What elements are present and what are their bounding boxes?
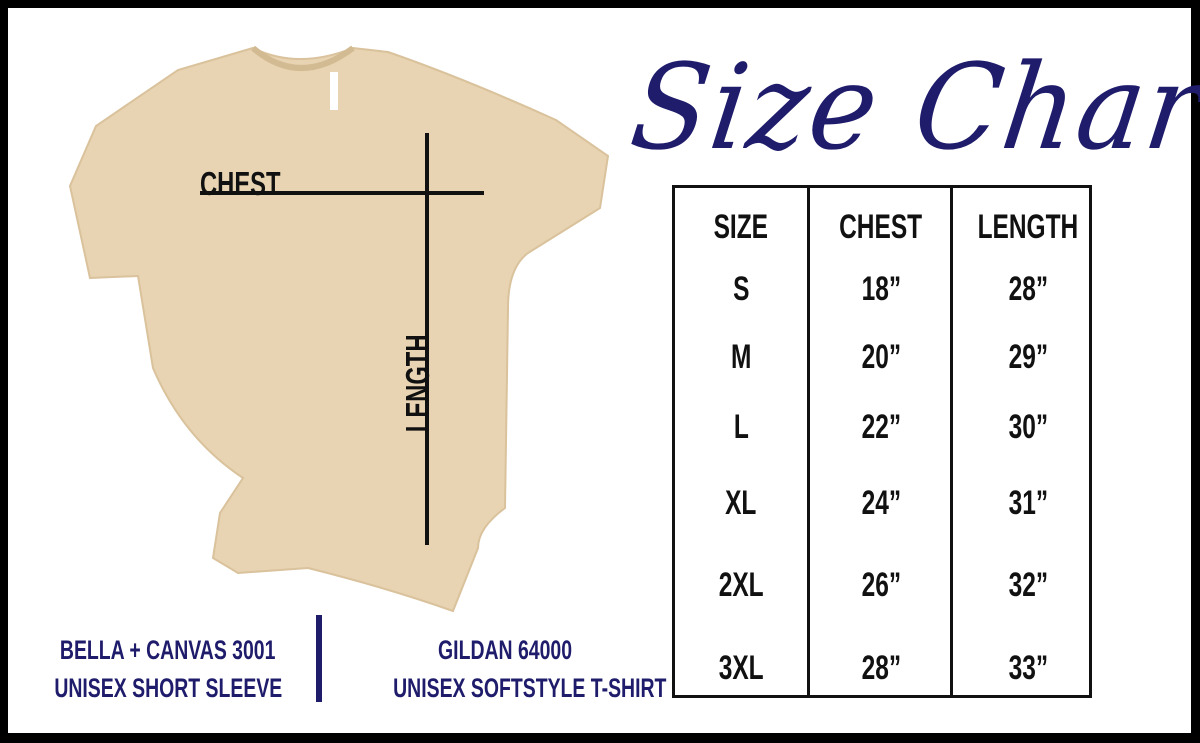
page-title: Size Chart <box>623 38 1200 176</box>
cell-chest: 28” <box>861 649 901 687</box>
footer-left: BELLA + CANVAS 3001 UNISEX SHORT SLEEVE <box>54 635 282 703</box>
cell-size: 2XL <box>718 566 764 604</box>
cell-length: 29” <box>1008 338 1048 376</box>
header-length: LENGTH <box>977 208 1079 246</box>
cell-length: 31” <box>1008 484 1048 522</box>
chest-label: CHEST <box>200 165 281 202</box>
tshirt-illustration <box>68 45 610 613</box>
cell-size: L <box>733 408 749 446</box>
cell-size: XL <box>725 484 757 522</box>
column-divider <box>950 188 953 695</box>
cell-chest: 26” <box>861 566 901 604</box>
cell-length: 33” <box>1008 649 1048 687</box>
tshirt-shape <box>68 46 610 613</box>
tshirt-collar <box>251 45 355 71</box>
footer-divider <box>316 615 322 702</box>
footer-right: GILDAN 64000 UNISEX SOFTSTYLE T-SHIRT <box>393 635 667 703</box>
cell-size: M <box>730 338 752 376</box>
cell-chest: 24” <box>861 484 901 522</box>
size-chart-canvas: CHEST LENGTH Size Chart SIZE CHEST LENGTH S… <box>8 8 1200 733</box>
header-chest: CHEST <box>839 208 923 246</box>
header-size: SIZE <box>713 208 769 246</box>
size-table: SIZE CHEST LENGTH S 18” 28” M 20” 29” L 22” 30” XL 24… <box>672 185 1092 698</box>
cell-chest: 18” <box>861 270 901 308</box>
cell-length: 30” <box>1008 408 1048 446</box>
length-label: LENGTH <box>399 334 436 433</box>
cell-length: 32” <box>1008 566 1048 604</box>
tshirt-tag <box>330 72 338 110</box>
cell-size: 3XL <box>718 649 764 687</box>
cell-chest: 20” <box>861 338 901 376</box>
cell-size: S <box>732 270 750 308</box>
cell-length: 28” <box>1008 270 1048 308</box>
cell-chest: 22” <box>861 408 901 446</box>
column-divider <box>807 188 810 695</box>
